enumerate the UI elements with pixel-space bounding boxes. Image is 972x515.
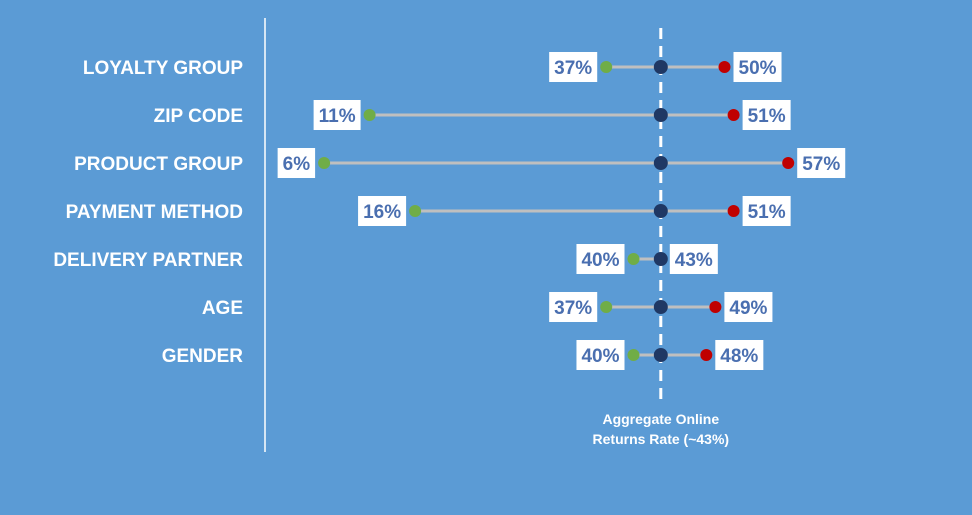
category-label: ZIP CODE xyxy=(154,106,243,127)
low-value-label: 40% xyxy=(581,346,619,367)
aggregate-dot xyxy=(653,156,668,170)
low-value-label-box xyxy=(549,292,598,322)
low-value-dot xyxy=(627,349,640,361)
aggregate-annotation-line: Aggregate Online xyxy=(602,411,719,427)
high-value-dot xyxy=(709,301,722,313)
aggregate-dot xyxy=(653,108,668,122)
high-value-dot xyxy=(727,205,740,217)
low-value-label-box xyxy=(313,100,361,130)
high-value-label: 51% xyxy=(748,202,786,223)
high-value-label-box xyxy=(724,292,773,322)
high-value-label: 57% xyxy=(802,154,840,175)
low-value-dot xyxy=(409,205,422,217)
high-value-dot xyxy=(782,157,795,169)
high-value-dot xyxy=(727,109,740,121)
high-value-label-box xyxy=(797,148,846,178)
aggregate-dot xyxy=(653,300,668,314)
high-value-label-box xyxy=(669,244,718,274)
high-value-label: 49% xyxy=(729,298,767,319)
high-value-label: 51% xyxy=(748,106,786,127)
high-value-label: 43% xyxy=(675,250,713,271)
low-value-dot xyxy=(627,253,640,265)
aggregate-dot xyxy=(653,348,668,362)
aggregate-dot xyxy=(653,204,668,218)
low-value-label: 37% xyxy=(554,58,592,79)
low-value-label-box xyxy=(576,340,625,370)
category-label: GENDER xyxy=(162,346,244,367)
high-value-label: 50% xyxy=(739,58,777,79)
aggregate-dot xyxy=(653,60,668,74)
category-label: PRODUCT GROUP xyxy=(74,154,243,175)
low-value-label: 16% xyxy=(363,202,401,223)
high-value-dot xyxy=(718,61,731,73)
category-label: LOYALTY GROUP xyxy=(83,58,243,79)
low-value-dot xyxy=(600,301,613,313)
low-value-label: 40% xyxy=(581,250,619,271)
low-value-label-box xyxy=(576,244,625,274)
high-value-label-box xyxy=(742,100,791,130)
category-label: AGE xyxy=(202,298,243,319)
low-value-label-box xyxy=(549,52,598,82)
aggregate-dot xyxy=(653,252,668,266)
low-value-dot xyxy=(363,109,376,121)
low-value-label: 37% xyxy=(554,298,592,319)
category-label: DELIVERY PARTNER xyxy=(53,250,243,271)
high-value-label-box xyxy=(733,52,782,82)
low-value-dot xyxy=(318,157,331,169)
low-value-dot xyxy=(600,61,613,73)
low-value-label-box xyxy=(277,148,316,178)
category-label: PAYMENT METHOD xyxy=(66,202,243,223)
low-value-label-box xyxy=(358,196,407,226)
high-value-dot xyxy=(700,349,713,361)
high-value-label-box xyxy=(742,196,791,226)
low-value-label: 11% xyxy=(319,106,356,127)
high-value-label-box xyxy=(715,340,764,370)
low-value-label: 6% xyxy=(283,154,311,175)
high-value-label: 48% xyxy=(720,346,758,367)
aggregate-annotation-line: Returns Rate (~43%) xyxy=(593,431,730,447)
